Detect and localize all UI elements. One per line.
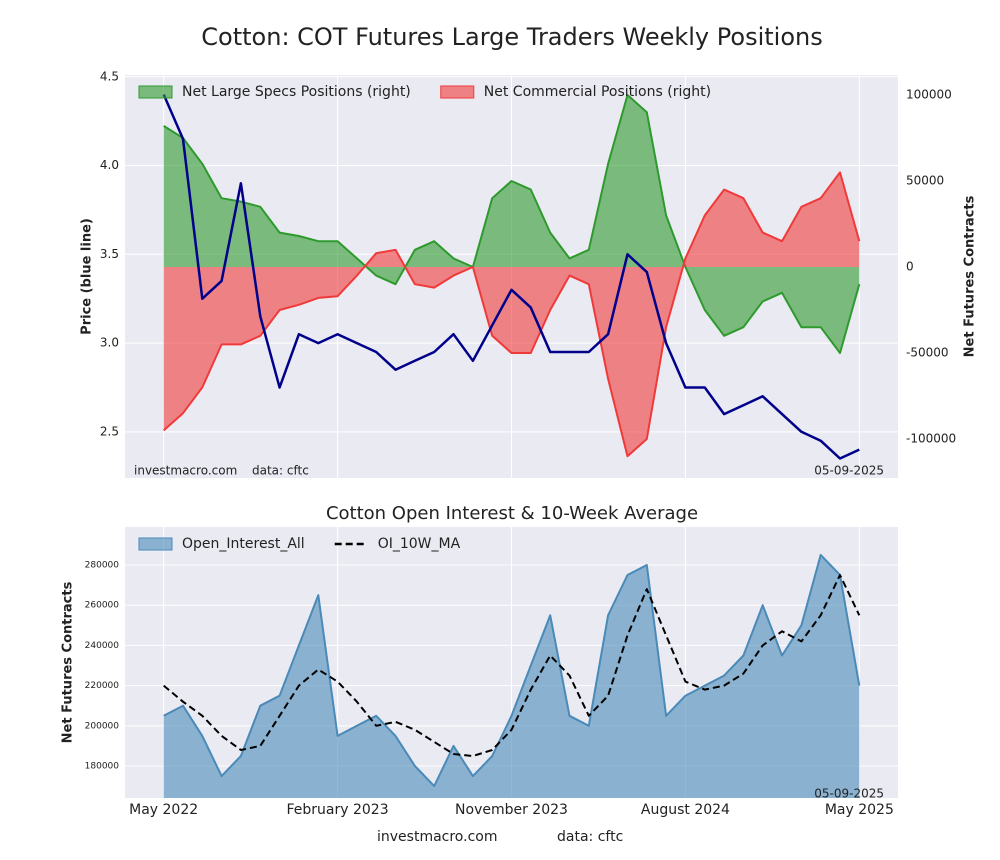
note: 05-09-2025 [814,787,884,801]
y-tick-label: 2.5 [100,424,119,438]
legend-swatch [440,85,475,99]
y-axis-label: Price (blue line) [80,218,95,335]
y2-tick-label: 0 [906,259,914,273]
x-tick-label: May 2022 [129,802,198,818]
footer-source: investmacro.com [377,829,497,845]
area-line [163,94,861,354]
note: 05-09-2025 [814,464,884,478]
x-tick-label: November 2023 [455,802,568,818]
legend-label: Net Commercial Positions (right) [484,84,711,100]
note: investmacro.com [134,464,237,478]
area-line [163,553,861,788]
y2-tick-label: 50000 [906,173,944,187]
chart-title: Cotton: COT Futures Large Traders Weekly… [201,23,822,51]
y-axis-label: Net Futures Contracts [61,581,76,743]
subplot-title: Cotton Open Interest & 10-Week Average [326,503,698,524]
y-tick-label: 220000 [85,681,120,691]
series-line [163,574,861,757]
area-line [163,171,861,458]
note: data: cftc [252,464,309,478]
x-tick-label: August 2024 [641,802,730,818]
x-tick-label: May 2025 [825,802,894,818]
y-tick-label: 4.5 [100,69,119,83]
legend-swatch [138,537,173,551]
y-tick-label: 240000 [85,641,120,651]
series-line [162,94,860,460]
y2-tick-label: 100000 [906,87,952,101]
y2-tick-label: -50000 [906,345,949,359]
y-tick-label: 3.5 [100,247,119,261]
area-fill [163,554,860,798]
legend-label: Open_Interest_All [182,536,305,552]
area-fill [163,95,860,353]
y-tick-label: 260000 [85,601,120,611]
x-tick-label: February 2023 [287,802,389,818]
y-tick-label: 280000 [85,560,120,570]
y-tick-label: 200000 [85,721,120,731]
y2-tick-label: -100000 [906,431,956,445]
legend-label: OI_10W_MA [378,536,461,552]
y-tick-label: 4.0 [100,158,119,172]
y-tick-label: 180000 [85,762,120,772]
legend-swatch [138,85,173,99]
legend-label: Net Large Specs Positions (right) [182,84,411,100]
y-tick-label: 3.0 [100,336,119,350]
footer-data: data: cftc [557,829,623,845]
y2-axis-label: Net Futures Contracts [963,195,978,357]
area-fill [163,172,860,457]
